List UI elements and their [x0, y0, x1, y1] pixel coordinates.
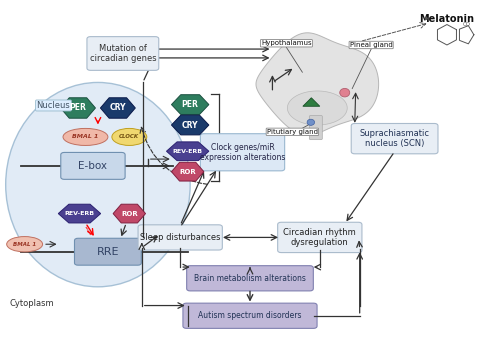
Text: Hypothalamus: Hypothalamus	[261, 40, 312, 46]
FancyBboxPatch shape	[87, 37, 159, 70]
Ellipse shape	[6, 82, 190, 287]
FancyBboxPatch shape	[138, 225, 222, 250]
Text: Sleep disturbances: Sleep disturbances	[140, 233, 220, 242]
Ellipse shape	[307, 119, 314, 126]
Text: Cytoplasm: Cytoplasm	[10, 299, 54, 307]
Ellipse shape	[340, 88, 349, 97]
Text: Clock genes/miR
expression alterations: Clock genes/miR expression alterations	[200, 143, 285, 162]
FancyBboxPatch shape	[310, 116, 322, 140]
Text: REV-ERB: REV-ERB	[172, 149, 203, 154]
Text: Nucleus: Nucleus	[36, 101, 70, 110]
FancyBboxPatch shape	[186, 266, 314, 291]
Text: CRY: CRY	[110, 104, 126, 113]
Text: RRE: RRE	[96, 247, 119, 257]
Ellipse shape	[63, 129, 108, 145]
Text: ROR: ROR	[121, 211, 138, 216]
FancyBboxPatch shape	[61, 153, 125, 179]
FancyBboxPatch shape	[278, 222, 362, 253]
Text: BMAL 1: BMAL 1	[72, 134, 99, 140]
Polygon shape	[60, 98, 96, 118]
Polygon shape	[256, 33, 378, 135]
Text: Melatonin: Melatonin	[420, 14, 474, 24]
Text: ROR: ROR	[180, 169, 196, 175]
Polygon shape	[100, 98, 136, 118]
Text: CO: CO	[463, 22, 471, 27]
Text: Pineal gland: Pineal gland	[350, 42, 393, 48]
Polygon shape	[58, 204, 100, 223]
Text: Circadian rhythm
dysregulation: Circadian rhythm dysregulation	[284, 228, 356, 247]
Text: REV-ERB: REV-ERB	[64, 211, 94, 216]
Ellipse shape	[6, 237, 43, 252]
Text: PER: PER	[70, 104, 86, 113]
FancyBboxPatch shape	[351, 123, 438, 154]
Text: •: •	[422, 14, 429, 24]
Text: BMAL 1: BMAL 1	[13, 242, 36, 247]
Text: /: /	[85, 226, 94, 235]
Text: Pitutiary gland: Pitutiary gland	[267, 129, 318, 135]
Text: Suprachiasmatic
nucleus (SCN): Suprachiasmatic nucleus (SCN)	[360, 129, 430, 148]
FancyBboxPatch shape	[74, 238, 142, 265]
Polygon shape	[166, 142, 209, 161]
Text: CRY: CRY	[182, 120, 198, 130]
FancyBboxPatch shape	[200, 134, 284, 171]
Polygon shape	[113, 204, 146, 223]
Ellipse shape	[112, 129, 147, 145]
Polygon shape	[172, 162, 204, 181]
Text: E-box: E-box	[78, 161, 108, 171]
Text: Mutation of
circadian genes: Mutation of circadian genes	[90, 44, 156, 63]
Polygon shape	[303, 98, 320, 106]
FancyBboxPatch shape	[183, 303, 317, 328]
Text: CLOCK: CLOCK	[120, 134, 140, 140]
Polygon shape	[172, 95, 209, 115]
Text: Brain metabolism alterations: Brain metabolism alterations	[194, 274, 306, 283]
Text: Autism spectrum disorders: Autism spectrum disorders	[198, 311, 302, 320]
Text: PER: PER	[182, 100, 198, 109]
Polygon shape	[172, 115, 209, 135]
Polygon shape	[288, 91, 347, 125]
